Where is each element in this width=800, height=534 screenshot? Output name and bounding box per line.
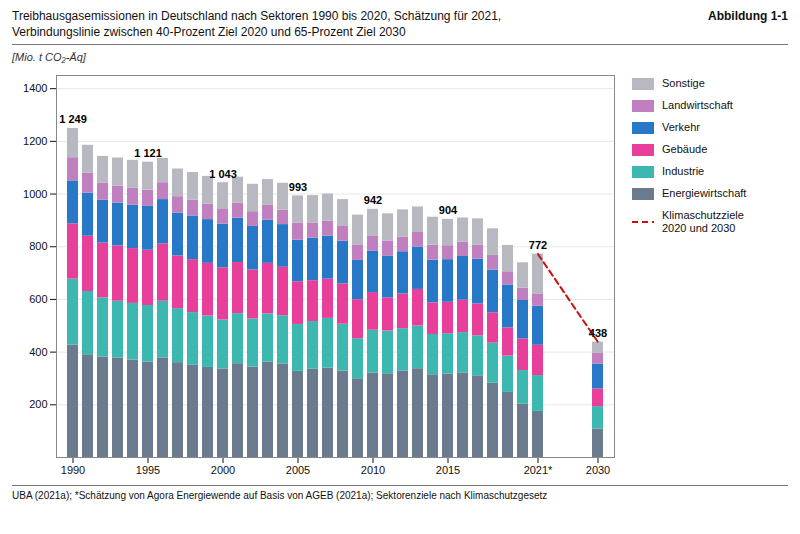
svg-text:1200: 1200 <box>23 135 47 147</box>
svg-text:2015: 2015 <box>436 464 460 476</box>
svg-text:1990: 1990 <box>61 464 85 476</box>
svg-text:400: 400 <box>29 346 47 358</box>
svg-text:200: 200 <box>29 398 47 410</box>
svg-text:438: 438 <box>589 327 607 339</box>
html-text:Industrie: Industrie <box>662 165 705 177</box>
svg-text:1 249: 1 249 <box>59 113 87 125</box>
svg-text:1400: 1400 <box>23 82 47 94</box>
html-text:Klimaschutzziele 2020 und 2030: Klimaschutzziele 2020 und 2030 <box>662 209 744 234</box>
svg-text:942: 942 <box>364 194 382 206</box>
svg-text:2000: 2000 <box>211 464 235 476</box>
svg-text:1 043: 1 043 <box>209 168 237 180</box>
html-text:Sonstige: Sonstige <box>662 77 705 89</box>
html-text:Landwirtschaft: Landwirtschaft <box>662 99 733 111</box>
html-text:Gebäude: Gebäude <box>662 143 708 155</box>
html-text:Treibhausgasemissionen in Deut: Treibhausgasemissionen in Deutschland na… <box>12 9 502 23</box>
html-text:Abbildung 1-1: Abbildung 1-1 <box>708 9 788 23</box>
svg-text:993: 993 <box>289 181 307 193</box>
svg-text:2030: 2030 <box>586 464 610 476</box>
svg-text:1000: 1000 <box>23 188 47 200</box>
svg-text:2005: 2005 <box>286 464 310 476</box>
svg-text:600: 600 <box>29 293 47 305</box>
svg-text:800: 800 <box>29 240 47 252</box>
svg-text:772: 772 <box>529 239 547 251</box>
html-text:Energiewirtschaft: Energiewirtschaft <box>662 187 747 199</box>
html-text:Verkehr: Verkehr <box>662 121 700 133</box>
svg-text:1 121: 1 121 <box>134 147 162 159</box>
svg-text:1995: 1995 <box>136 464 160 476</box>
svg-text:904: 904 <box>439 204 458 216</box>
html-text:[Mio. t CO₂-Äq]: [Mio. t CO₂-Äq] <box>12 51 86 63</box>
html-text:UBA (2021a); *Schätzung von Ag: UBA (2021a); *Schätzung von Agora Energi… <box>12 490 548 501</box>
svg-text:2010: 2010 <box>361 464 385 476</box>
svg-text:2021*: 2021* <box>524 464 553 476</box>
html-text:Verbindungslinie zwischen 40-P: Verbindungslinie zwischen 40-Prozent Zie… <box>12 25 406 39</box>
